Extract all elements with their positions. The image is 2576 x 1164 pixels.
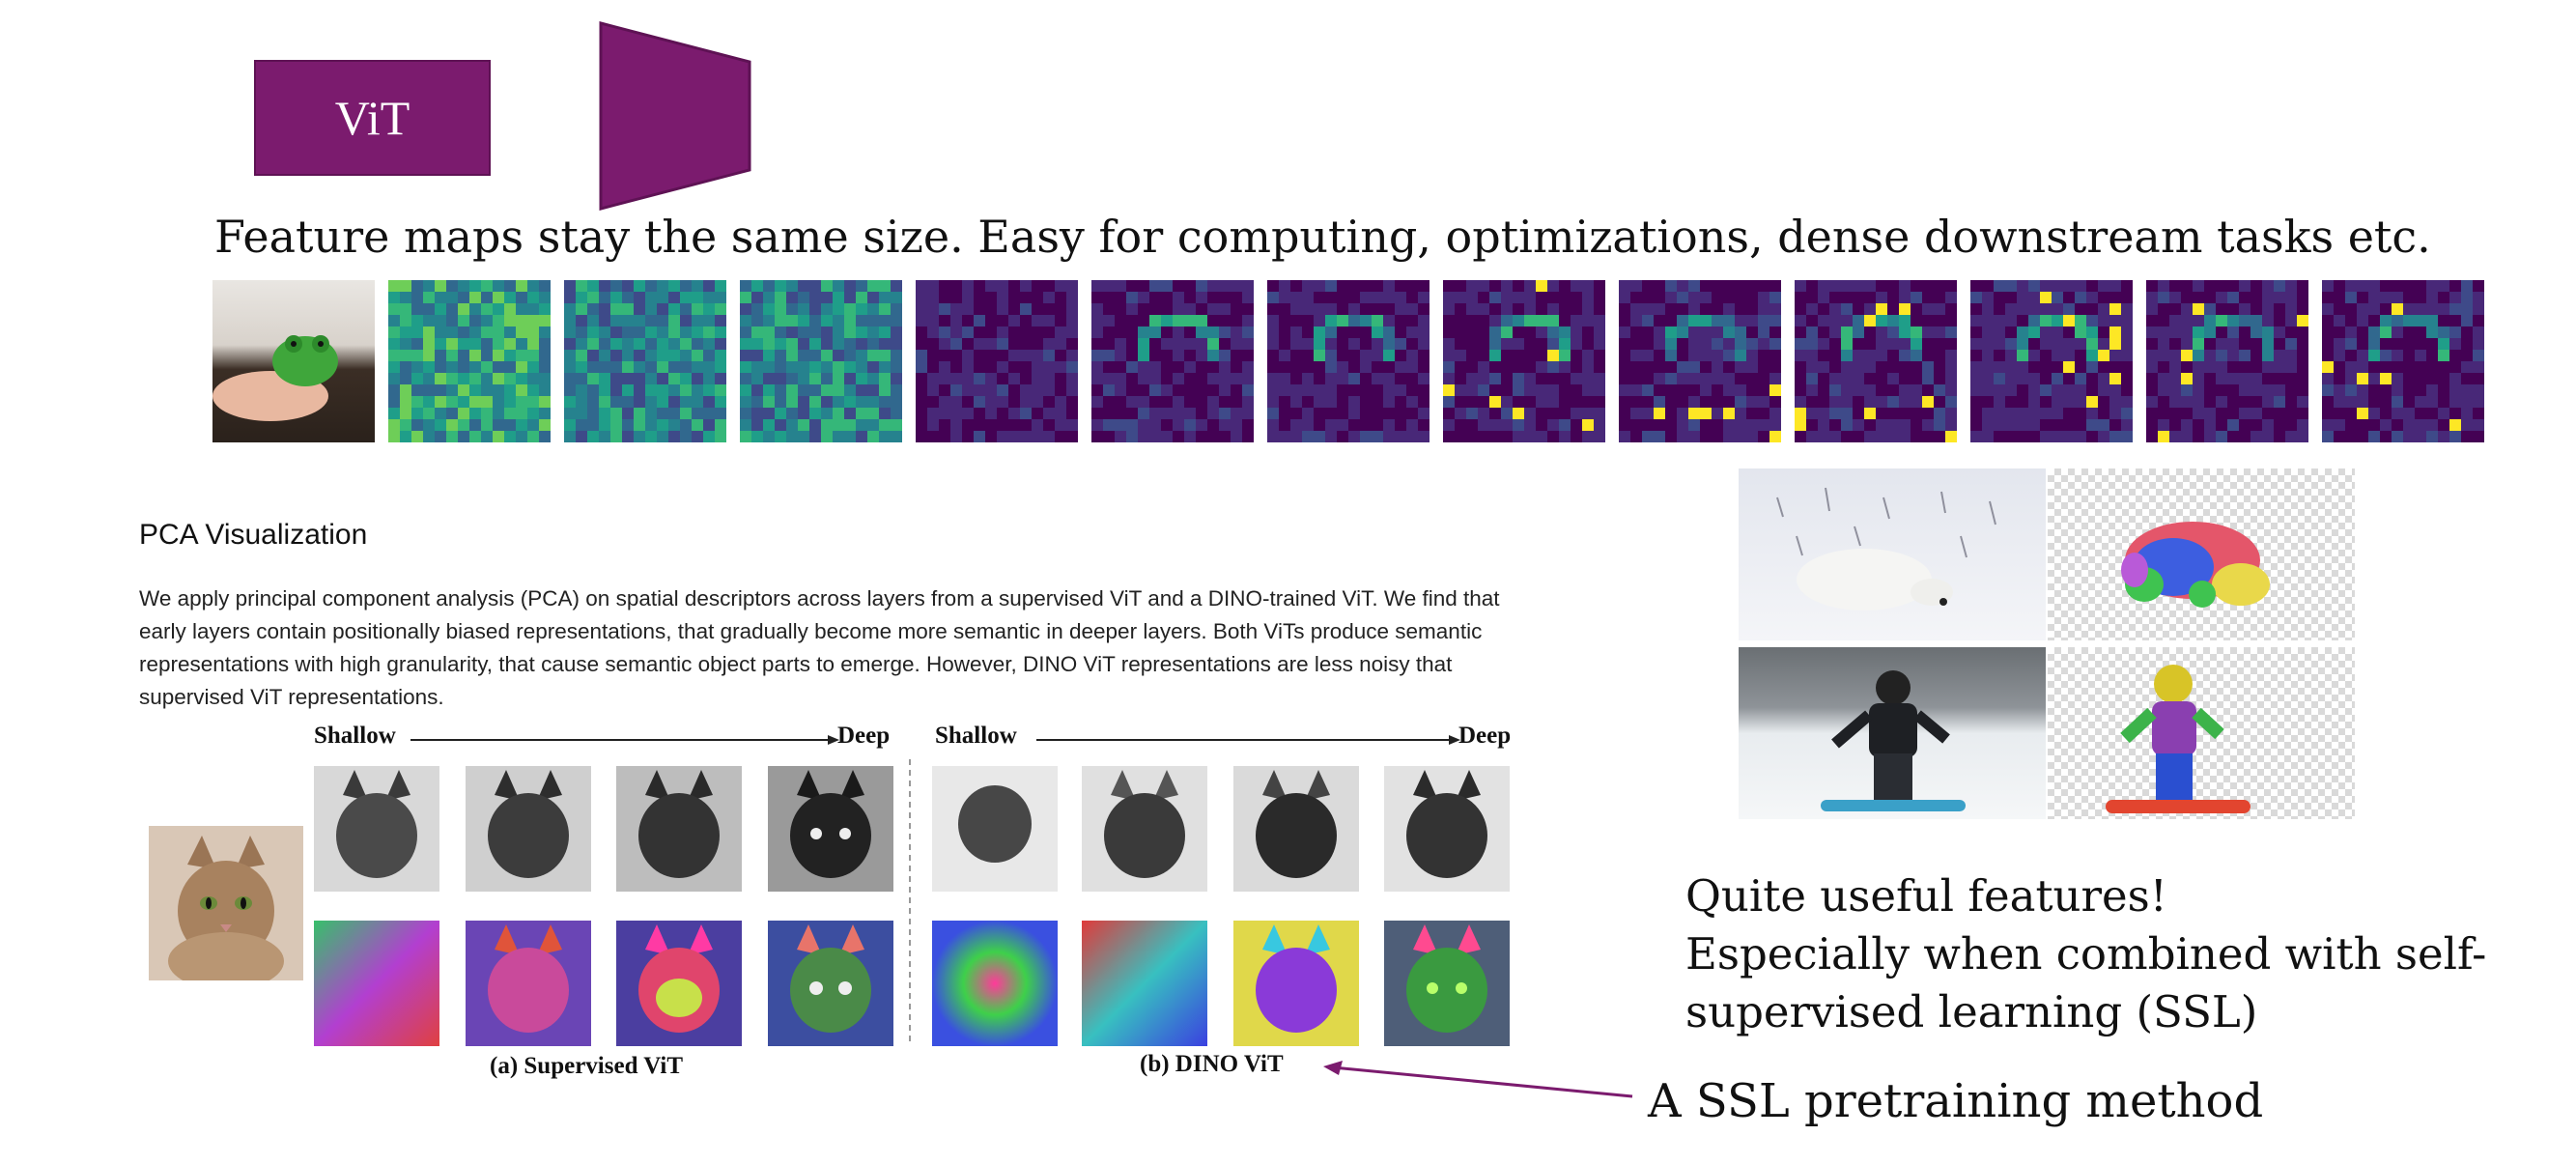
right-deep-label: Deep bbox=[1458, 723, 1512, 749]
feature-map bbox=[1443, 280, 1605, 442]
feature-map bbox=[2322, 280, 2484, 442]
quote-line-1: Quite useful features! bbox=[1685, 870, 2167, 922]
pca-gray-thumbnail bbox=[1233, 766, 1359, 892]
pca-gray-thumbnail bbox=[314, 766, 439, 892]
quote-line-3: supervised learning (SSL) bbox=[1685, 986, 2258, 1037]
right-arrow-icon bbox=[1036, 735, 1460, 745]
fox-segmentation bbox=[2048, 468, 2355, 640]
frog-photo bbox=[212, 280, 375, 442]
feature-map bbox=[1091, 280, 1254, 442]
ssl-label: A SSL pretraining method bbox=[1648, 1074, 2264, 1128]
pca-title: PCA Visualization bbox=[139, 519, 368, 551]
trapezoid-icon bbox=[599, 21, 751, 211]
pca-color-thumbnail bbox=[314, 921, 439, 1046]
vit-block: ViT bbox=[254, 60, 491, 176]
pca-gray-thumbnail bbox=[1384, 766, 1510, 892]
snowboarder-segmentation bbox=[2048, 647, 2355, 819]
pca-color-thumbnail bbox=[1233, 921, 1359, 1046]
quote-line-2: Especially when combined with self- bbox=[1685, 928, 2487, 979]
arrow-left-icon bbox=[1323, 1061, 1633, 1098]
cat-photo bbox=[149, 826, 303, 980]
pca-gray-thumbnail bbox=[932, 766, 1058, 892]
snowboarder-photo bbox=[1739, 647, 2046, 819]
panel-divider bbox=[909, 759, 911, 1045]
left-arrow-icon bbox=[410, 735, 839, 745]
pca-color-thumbnail bbox=[616, 921, 742, 1046]
feature-map bbox=[2146, 280, 2308, 442]
right-shallow-label: Shallow bbox=[935, 723, 1017, 749]
pca-color-thumbnail bbox=[768, 921, 893, 1046]
feature-map bbox=[1619, 280, 1781, 442]
feature-map bbox=[1970, 280, 2133, 442]
fox-photo bbox=[1739, 468, 2046, 640]
pca-color-thumbnail bbox=[466, 921, 591, 1046]
feature-map bbox=[388, 280, 551, 442]
vit-label: ViT bbox=[334, 91, 410, 145]
feature-map-strip bbox=[212, 280, 2494, 442]
quote-text: Quite useful features! Especially when c… bbox=[1685, 867, 2486, 1041]
feature-map bbox=[564, 280, 726, 442]
pca-color-thumbnail bbox=[1384, 921, 1510, 1046]
pca-color-thumbnail bbox=[1082, 921, 1207, 1046]
headline: Feature maps stay the same size. Easy fo… bbox=[214, 211, 2431, 263]
feature-map bbox=[1795, 280, 1957, 442]
pca-gray-thumbnail bbox=[1082, 766, 1207, 892]
pca-gray-thumbnail bbox=[616, 766, 742, 892]
feature-map bbox=[1267, 280, 1430, 442]
left-shallow-label: Shallow bbox=[314, 723, 396, 749]
caption-dino: (b) DINO ViT bbox=[1140, 1051, 1284, 1077]
left-deep-label: Deep bbox=[837, 723, 891, 749]
pca-gray-thumbnail bbox=[466, 766, 591, 892]
feature-map bbox=[740, 280, 902, 442]
caption-supervised: (a) Supervised ViT bbox=[490, 1053, 684, 1079]
pca-paragraph: We apply principal component analysis (P… bbox=[139, 586, 1500, 709]
pca-color-thumbnail bbox=[932, 921, 1058, 1046]
feature-map bbox=[916, 280, 1078, 442]
pca-gray-thumbnail bbox=[768, 766, 893, 892]
